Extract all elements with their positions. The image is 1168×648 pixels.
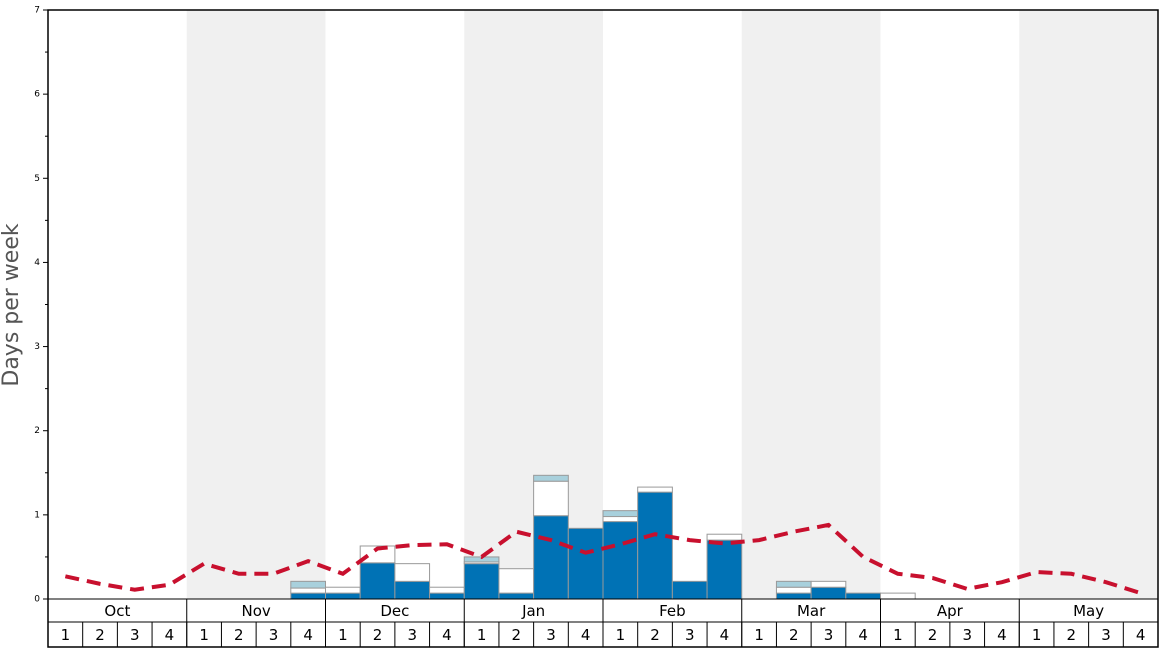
x-tick-label: 2 <box>512 626 522 644</box>
x-tick-label: 1 <box>338 626 348 644</box>
x-tick-label: 3 <box>962 626 972 644</box>
x-tick-label: 2 <box>234 626 244 644</box>
bar-segment <box>394 580 431 600</box>
bar-segment <box>880 592 916 600</box>
bar-segment <box>810 580 847 588</box>
x-tick-label: 1 <box>1032 626 1042 644</box>
y-tick-label: 5 <box>34 174 40 184</box>
bar-segment <box>637 491 673 600</box>
x-tick-label: 4 <box>581 626 591 644</box>
x-tick-label: 2 <box>650 626 660 644</box>
x-tick-label: 2 <box>789 626 799 644</box>
month-label: Dec <box>380 602 409 620</box>
month-label: Mar <box>797 602 826 620</box>
x-tick-label: 1 <box>616 626 626 644</box>
month-label: Nov <box>241 602 270 620</box>
bar-segment <box>810 586 847 600</box>
month-shade <box>741 10 881 599</box>
x-tick-label: 1 <box>754 626 764 644</box>
bar-segment <box>429 586 465 594</box>
bar-segment <box>533 515 569 600</box>
x-tick-label: 4 <box>303 626 313 644</box>
bar-segment <box>359 545 396 564</box>
month-label: Oct <box>104 602 130 620</box>
bar-segment <box>602 516 639 523</box>
bar-segment <box>325 592 361 600</box>
bar-segment <box>602 510 639 518</box>
bar-segment <box>290 587 326 594</box>
x-tick-label: 2 <box>95 626 105 644</box>
x-tick-label: 1 <box>199 626 209 644</box>
month-label: Feb <box>659 602 686 620</box>
bar-segment <box>463 563 500 600</box>
bar-segment <box>567 527 604 600</box>
month-shade <box>186 10 326 599</box>
bar-segment <box>498 568 535 594</box>
bar-segment <box>775 592 812 600</box>
x-tick-label: 4 <box>165 626 175 644</box>
x-tick-label: 3 <box>824 626 834 644</box>
x-tick-label: 3 <box>685 626 695 644</box>
bar-segment <box>290 580 326 589</box>
y-tick-label: 7 <box>34 6 40 16</box>
x-tick-label: 2 <box>928 626 938 644</box>
bar-segment <box>394 563 431 582</box>
x-tick-label: 3 <box>1101 626 1111 644</box>
trend-line <box>64 522 1142 596</box>
x-tick-label: 1 <box>893 626 903 644</box>
bar-segment <box>359 562 396 600</box>
x-tick-label: 4 <box>997 626 1007 644</box>
month-label: Apr <box>937 602 964 620</box>
bar-segment <box>429 592 465 600</box>
y-tick-label: 1 <box>34 510 40 520</box>
bar-segment <box>706 539 743 600</box>
x-tick-label: 3 <box>269 626 279 644</box>
bar-segment <box>671 580 708 600</box>
bar-segment <box>498 592 535 600</box>
x-tick-label: 4 <box>442 626 452 644</box>
x-tick-label: 4 <box>720 626 730 644</box>
x-tick-label: 2 <box>373 626 383 644</box>
bar-segment <box>706 533 743 541</box>
bar-segment <box>325 586 361 594</box>
x-tick-label: 1 <box>61 626 71 644</box>
x-tick-label: 3 <box>130 626 140 644</box>
y-tick-label: 2 <box>34 426 40 436</box>
y-tick-label: 3 <box>34 342 40 352</box>
bar-segment <box>290 592 326 600</box>
bar-segment <box>637 486 673 493</box>
x-tick-label: 1 <box>477 626 487 644</box>
y-tick-label: 6 <box>34 90 40 100</box>
x-tick-label: 3 <box>546 626 556 644</box>
bar-segment <box>845 592 881 600</box>
month-label: May <box>1073 602 1104 620</box>
month-label: Jan <box>521 602 545 620</box>
x-tick-label: 2 <box>1067 626 1077 644</box>
y-tick-label: 4 <box>34 258 40 268</box>
x-tick-label: 3 <box>407 626 417 644</box>
y-tick-label: 0 <box>34 595 40 605</box>
y-axis-label: Days per week <box>0 223 24 386</box>
bar-segment <box>602 521 639 600</box>
bar-segment <box>533 474 569 482</box>
x-tick-label: 4 <box>1136 626 1146 644</box>
bar-segment <box>775 580 812 588</box>
bar-segment <box>533 480 569 517</box>
month-shade <box>1019 10 1158 599</box>
bar-segment <box>775 586 812 594</box>
x-tick-label: 4 <box>858 626 868 644</box>
